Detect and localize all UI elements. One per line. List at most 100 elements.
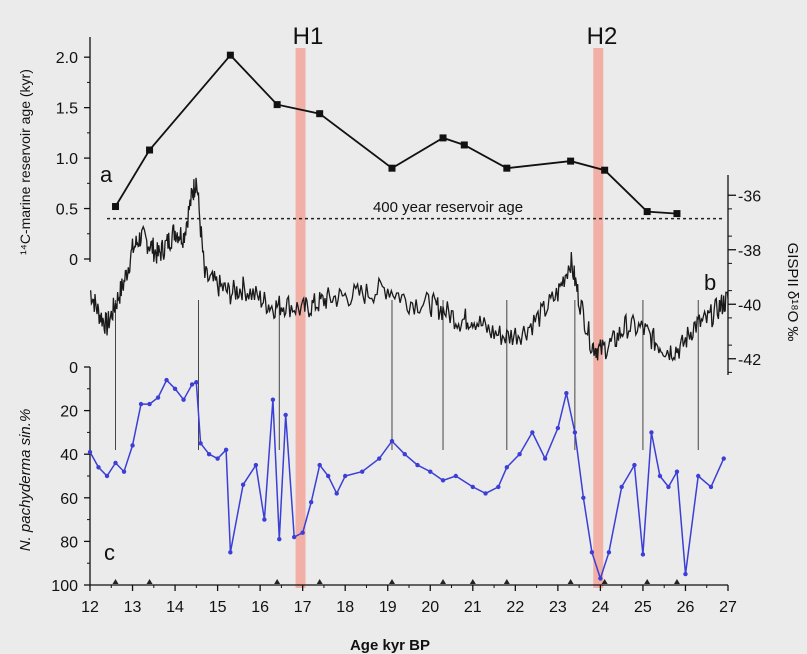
date-marker-11 xyxy=(673,579,680,584)
point-c-57 xyxy=(649,430,654,435)
y-tick-label-b-3: -42 xyxy=(738,352,761,369)
point-c-55 xyxy=(632,462,637,468)
point-c-50 xyxy=(581,495,586,500)
y-tick-label-a-3: 1.5 xyxy=(56,101,78,118)
x-tick-label-4: 16 xyxy=(251,599,269,616)
point-c-41 xyxy=(483,491,488,496)
date-marker-10 xyxy=(644,579,651,584)
x-tick-label-5: 17 xyxy=(294,599,312,616)
date-marker-1 xyxy=(146,579,153,584)
heinrich-label-h2: H2 xyxy=(587,23,618,50)
y-tick-label-c-0: 0 xyxy=(69,360,78,377)
date-marker-3 xyxy=(316,579,323,584)
point-a-10 xyxy=(601,166,609,174)
x-axis-title: Age kyr BP xyxy=(350,637,430,654)
point-c-43 xyxy=(504,465,510,470)
point-c-17 xyxy=(223,447,229,453)
point-c-33 xyxy=(377,456,382,461)
y-axis-title-a: ¹⁴C-marine reservoir age (kyr) xyxy=(17,69,33,255)
y-tick-label-a-1: 0.5 xyxy=(56,202,78,219)
point-c-53 xyxy=(606,550,612,555)
point-c-13 xyxy=(194,380,199,385)
x-tick-label-13: 25 xyxy=(634,599,652,616)
y-tick-label-c-4: 80 xyxy=(60,534,78,551)
point-c-28 xyxy=(317,462,322,468)
point-c-23 xyxy=(277,537,282,542)
point-a-4 xyxy=(316,110,324,118)
point-a-1 xyxy=(146,146,154,154)
y-tick-label-b-1: -38 xyxy=(738,243,761,260)
point-c-20 xyxy=(253,462,259,468)
point-c-26 xyxy=(300,530,305,535)
x-tick-label-12: 24 xyxy=(592,599,610,616)
point-c-63 xyxy=(708,484,714,490)
point-c-30 xyxy=(334,491,339,496)
point-c-59 xyxy=(666,484,671,490)
point-c-34 xyxy=(389,438,395,444)
point-c-15 xyxy=(206,452,212,457)
point-c-16 xyxy=(215,456,220,461)
heinrich-band-1 xyxy=(295,48,306,588)
x-tick-label-3: 15 xyxy=(209,599,227,616)
point-a-12 xyxy=(673,210,681,218)
x-tick-label-8: 20 xyxy=(421,599,439,616)
point-c-8 xyxy=(155,395,161,400)
y-tick-label-c-2: 40 xyxy=(60,447,78,464)
point-a-11 xyxy=(643,208,651,216)
point-c-31 xyxy=(343,473,348,479)
x-tick-label-1: 13 xyxy=(124,599,142,616)
x-tick-label-11: 23 xyxy=(549,599,567,616)
point-a-7 xyxy=(460,141,468,149)
point-c-2 xyxy=(104,473,110,479)
point-a-8 xyxy=(503,164,511,172)
point-c-54 xyxy=(619,484,624,490)
point-c-12 xyxy=(189,382,195,387)
point-c-36 xyxy=(415,462,420,468)
point-c-44 xyxy=(517,452,522,457)
point-a-5 xyxy=(388,164,396,172)
point-c-5 xyxy=(130,443,135,448)
x-tick-label-2: 14 xyxy=(166,599,184,616)
date-marker-9 xyxy=(601,579,608,584)
point-a-2 xyxy=(226,51,234,59)
point-c-58 xyxy=(657,473,663,479)
point-c-14 xyxy=(198,441,203,446)
date-marker-4 xyxy=(388,579,395,584)
point-c-39 xyxy=(453,473,458,479)
point-a-6 xyxy=(439,134,447,142)
point-c-49 xyxy=(572,430,578,435)
x-tick-label-15: 27 xyxy=(719,599,737,616)
point-c-38 xyxy=(440,478,446,483)
point-c-60 xyxy=(674,469,680,474)
reference-line-label: 400 year reservoir age xyxy=(373,199,523,216)
point-c-52 xyxy=(598,576,603,581)
x-tick-label-0: 12 xyxy=(81,599,99,616)
panel-b-label: b xyxy=(704,270,716,295)
date-marker-6 xyxy=(469,579,476,584)
point-c-45 xyxy=(530,430,535,435)
point-c-27 xyxy=(308,499,314,505)
point-a-9 xyxy=(567,157,575,165)
point-c-4 xyxy=(121,469,127,474)
y-tick-label-c-3: 60 xyxy=(60,491,78,508)
point-c-64 xyxy=(721,456,726,461)
y-tick-label-c-1: 20 xyxy=(60,404,78,421)
point-c-46 xyxy=(542,456,548,461)
date-marker-0 xyxy=(112,579,119,584)
series-line-a xyxy=(114,53,678,215)
point-c-10 xyxy=(172,386,178,391)
y-tick-label-b-2: -40 xyxy=(738,297,761,314)
x-tick-label-6: 18 xyxy=(336,599,354,616)
point-c-62 xyxy=(696,473,701,479)
series-line-b xyxy=(89,177,729,362)
y-axis-title-c: N. pachyderma sin.% xyxy=(17,409,34,552)
x-tick-label-14: 26 xyxy=(677,599,695,616)
point-c-18 xyxy=(228,550,233,555)
series-line-c xyxy=(89,378,725,581)
point-c-24 xyxy=(283,412,288,418)
date-marker-5 xyxy=(440,579,447,584)
point-c-40 xyxy=(470,484,475,490)
x-tick-label-9: 21 xyxy=(464,599,482,616)
point-c-19 xyxy=(240,482,246,487)
